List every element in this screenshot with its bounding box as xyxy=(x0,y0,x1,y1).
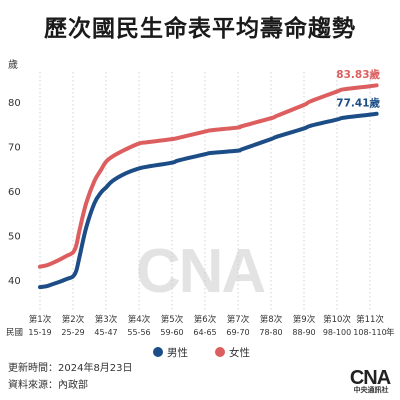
cna-logo: CNA xyxy=(350,367,392,389)
x-tick-period: 59-60 xyxy=(160,328,183,337)
series-line-female xyxy=(38,83,379,269)
series-line-male xyxy=(38,111,379,290)
x-tick-period: 69-70 xyxy=(226,328,249,337)
x-tick-edition: 第1次 xyxy=(29,314,52,325)
x-tick-period: 108-110 xyxy=(353,328,386,337)
watermark-text: CNA xyxy=(136,237,266,306)
x-axis-ticks: 民國 年 第1次 15-19 第2次 25-29 第3次 45-47 第4次 55-56 第5次… xyxy=(6,314,395,338)
cna-logo-text: CNA xyxy=(350,367,391,389)
y-tick-label: 70 xyxy=(8,143,21,154)
watermark-logo: CNA xyxy=(136,237,268,306)
x-tick-period: 15-19 xyxy=(28,328,51,337)
y-tick-label: 80 xyxy=(8,98,21,109)
x-tick-edition: 第11次 xyxy=(356,314,384,325)
y-tick-label: 50 xyxy=(8,231,21,242)
y-axis-unit: 歲 xyxy=(8,58,18,71)
legend-label-female: 女性 xyxy=(229,346,250,359)
x-tick-period: 45-47 xyxy=(94,328,117,337)
end-label-male: 77.41歲 xyxy=(336,97,380,110)
x-tick-edition: 第5次 xyxy=(161,314,184,325)
x-tick-period: 55-56 xyxy=(127,328,150,337)
series: 77.41歲 83.83歲 xyxy=(38,68,380,290)
x-tick-period: 25-29 xyxy=(61,328,84,337)
x-tick-edition: 第6次 xyxy=(194,314,217,325)
legend: 男性 女性 xyxy=(153,346,250,359)
legend-label-male: 男性 xyxy=(167,346,188,359)
y-axis-ticks: 歲 40 50 60 70 80 xyxy=(8,58,21,287)
data-source: 資料來源：內政部 xyxy=(8,380,88,391)
brand-name: 中央通訊社 xyxy=(353,386,389,394)
x-tick-period: 98-100 xyxy=(323,328,351,337)
x-unit: 年 xyxy=(386,327,395,338)
x-tick-edition: 第7次 xyxy=(227,314,250,325)
x-tick-edition: 第2次 xyxy=(62,314,85,325)
end-label-female: 83.83歲 xyxy=(336,68,380,81)
x-tick-edition: 第3次 xyxy=(95,314,118,325)
chart-title: 歷次國民生命表平均壽命趨勢 xyxy=(44,16,356,42)
x-row-label: 民國 xyxy=(6,328,23,338)
x-tick-period: 78-80 xyxy=(259,328,282,337)
y-tick-label: 40 xyxy=(8,276,21,287)
legend-marker-female xyxy=(215,347,225,357)
x-tick-edition: 第4次 xyxy=(128,314,151,325)
x-tick-edition: 第9次 xyxy=(293,314,316,325)
grid xyxy=(39,72,371,312)
legend-marker-male xyxy=(153,347,163,357)
y-tick-label: 60 xyxy=(8,187,21,198)
x-tick-period: 64-65 xyxy=(193,328,216,337)
update-time: 更新時間：2024年8月23日 xyxy=(8,363,133,374)
x-tick-edition: 第8次 xyxy=(260,314,283,325)
x-tick-edition: 第10次 xyxy=(323,314,351,325)
x-tick-period: 88-90 xyxy=(292,328,315,337)
